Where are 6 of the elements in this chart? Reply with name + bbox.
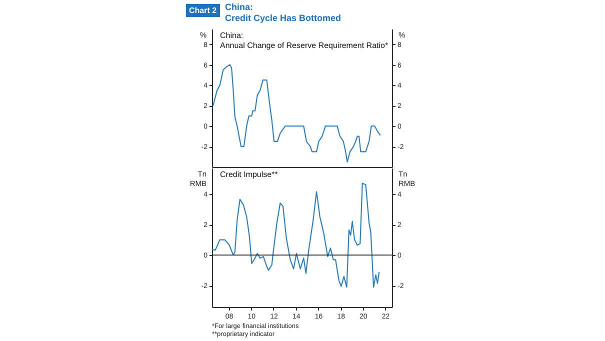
- line-series: [212, 64, 381, 162]
- line-series: [212, 182, 380, 288]
- chart-title: Credit Impulse**: [220, 170, 278, 179]
- chart-title: China: Credit Cycle Has Bottomed: [225, 2, 342, 24]
- caption: Chart 2: [186, 4, 220, 17]
- text: China: Annual Change of Reserve Requirement Ratio*: [220, 31, 388, 50]
